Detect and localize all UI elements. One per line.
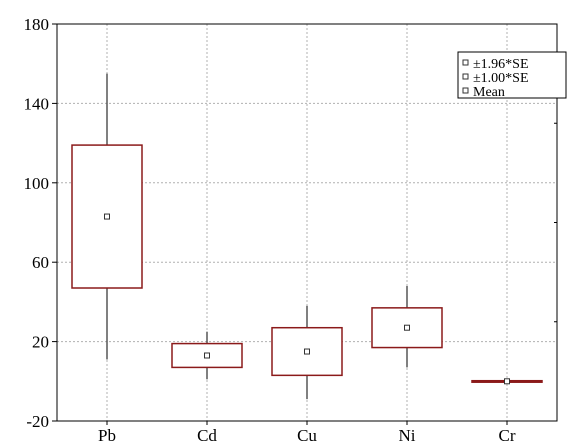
mean-marker <box>504 378 510 385</box>
axes: -20 20 60 100 140 180 Pb Cd Cu Ni Cr <box>24 15 558 444</box>
y-tick-label-1: 20 <box>32 333 49 352</box>
mean-marker <box>304 348 310 355</box>
box-group-cu <box>271 305 343 400</box>
box-group-cd <box>171 331 243 380</box>
x-tick-label-pb: Pb <box>98 426 116 444</box>
legend-marker-0 <box>462 59 469 66</box>
x-tick-label-ni: Ni <box>399 426 416 444</box>
y-tick-label-4: 140 <box>24 94 50 113</box>
x-tick-label-cr: Cr <box>499 426 516 444</box>
x-tick-label-cd: Cd <box>197 426 217 444</box>
box-group-ni <box>371 286 443 368</box>
legend-marker-2 <box>462 87 469 94</box>
legend-label-1: ±1.00*SE <box>473 71 529 86</box>
mean-marker <box>204 352 210 359</box>
box-series <box>71 73 543 400</box>
x-tick-label-cu: Cu <box>297 426 317 444</box>
legend-label-2: Mean <box>473 85 505 100</box>
legend-box <box>457 51 567 99</box>
legend-label-0: ±1.96*SE <box>473 57 529 72</box>
y-tick-label-2: 60 <box>32 253 49 272</box>
box-group-cr <box>471 378 543 385</box>
legend-marker-1 <box>462 73 469 80</box>
box-group-pb <box>71 73 143 360</box>
mean-marker <box>104 213 110 220</box>
y-tick-label-5: 180 <box>24 15 50 34</box>
y-tick-label-3: 100 <box>24 174 50 193</box>
mean-marker <box>404 324 410 331</box>
y-tick-label-0: -20 <box>26 412 49 431</box>
